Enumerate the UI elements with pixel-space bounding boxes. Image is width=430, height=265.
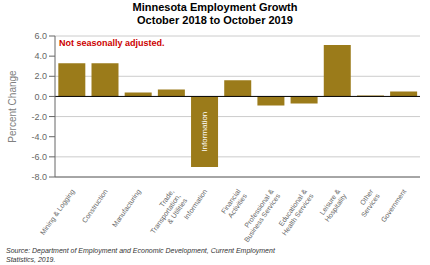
svg-text:2.0: 2.0 <box>34 71 47 81</box>
svg-text:Information: Information <box>183 188 209 221</box>
svg-text:-8.0: -8.0 <box>31 172 47 182</box>
svg-text:Mining & Logging: Mining & Logging <box>39 188 77 237</box>
svg-text:4.0: 4.0 <box>34 51 47 61</box>
svg-text:-2.0: -2.0 <box>31 112 47 122</box>
html-text:Not seasonally adjusted.: Not seasonally adjusted. <box>59 38 165 48</box>
svg-text:6.0: 6.0 <box>34 31 47 41</box>
html-text:Source: Department of Employme: Source: Department of Employment and Eco… <box>6 247 275 263</box>
svg-text:Government: Government <box>380 188 408 224</box>
svg-text:-6.0: -6.0 <box>31 152 47 162</box>
html-text:Minnesota Employment Growth Oc: Minnesota Employment Growth October 2018… <box>132 1 298 26</box>
svg-text:Leisure &Hospitality: Leisure &Hospitality <box>317 187 349 223</box>
svg-text:Educational &Health Services: Educational &Health Services <box>274 187 315 236</box>
svg-text:0.0: 0.0 <box>34 92 47 102</box>
svg-text:OtherServices: OtherServices <box>353 187 381 218</box>
svg-text:Information: Information <box>200 112 209 152</box>
svg-text:FinancialActivities: FinancialActivities <box>220 187 249 219</box>
svg-text:Professional &Business Service: Professional &Business Services <box>236 187 281 243</box>
svg-text:Construction: Construction <box>81 188 109 224</box>
svg-text:Trade,Transportation,& Utiliti: Trade,Transportation,& Utilities <box>143 187 189 239</box>
svg-text:Percent Change: Percent Change <box>8 70 18 143</box>
svg-text:-4.0: -4.0 <box>31 132 47 142</box>
svg-text:Manufacturing: Manufacturing <box>111 188 143 229</box>
